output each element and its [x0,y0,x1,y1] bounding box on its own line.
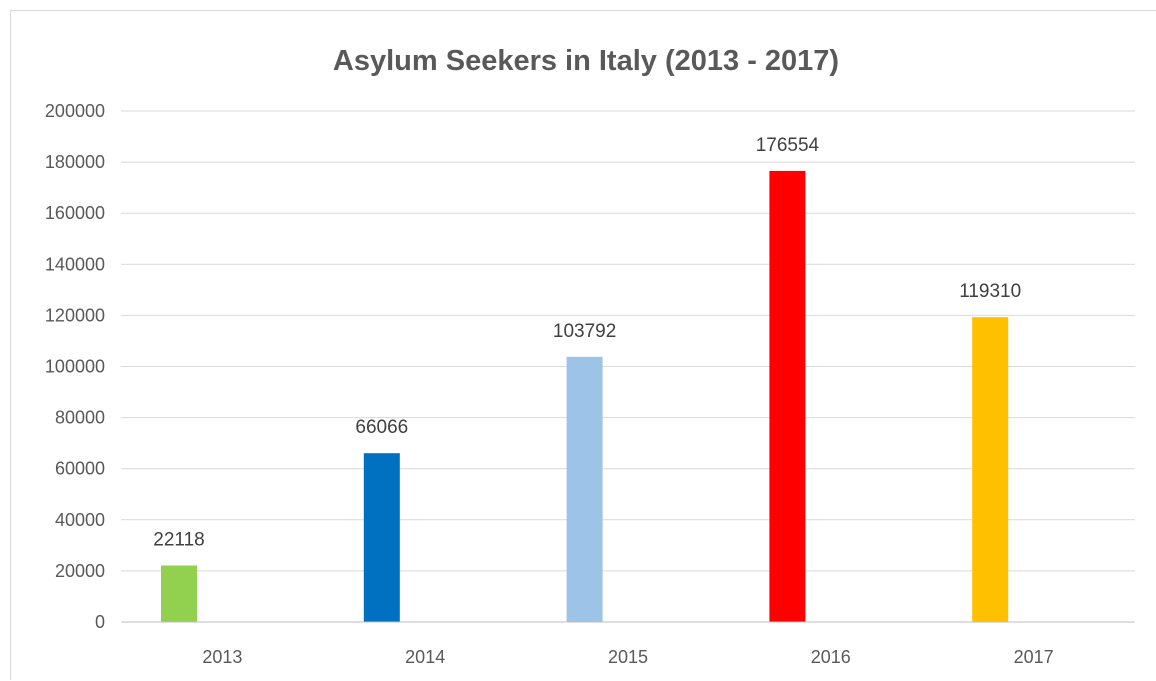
y-tick-label: 80000 [55,408,105,428]
chart-frame: Asylum Seekers in Italy (2013 - 2017) 0 2… [10,10,1156,680]
x-tick-label-2017: 2017 [1014,647,1054,667]
bar-2017 [972,317,1009,622]
bar-2016 [769,170,806,622]
x-tick-label-2015: 2015 [608,647,648,667]
y-tick-label: 100000 [45,357,105,377]
data-label-2013: 22118 [153,529,204,550]
bar-2013 [161,565,197,622]
x-tick-label-2016: 2016 [811,647,851,667]
data-labels: 22118 66066 103792 176554 119310 [153,135,1021,551]
x-tick-label-2013: 2013 [202,647,242,667]
x-tick-label-2014: 2014 [405,647,445,667]
y-tick-label: 200000 [45,101,105,121]
y-tick-label: 140000 [45,254,105,274]
y-tick-label: 160000 [45,203,105,223]
x-axis-tick-labels: 2013 2014 2015 2016 2017 [202,647,1053,667]
y-tick-label: 20000 [55,561,105,581]
y-tick-label: 180000 [45,152,105,172]
bar-chart: Asylum Seekers in Italy (2013 - 2017) 0 2… [45,45,1135,667]
chart-title: Asylum Seekers in Italy (2013 - 2017) [333,45,839,77]
y-axis-tick-labels: 0 20000 40000 60000 80000 100000 120000 140000 1… [45,101,105,632]
gridlines [121,110,1135,572]
data-label-2015: 103792 [553,321,616,342]
y-tick-label: 0 [95,612,105,632]
y-tick-label: 60000 [55,459,105,479]
bar-2014 [363,453,400,622]
bars [161,170,1009,622]
data-label-2016: 176554 [756,135,820,156]
bar-2015 [566,356,603,622]
data-label-2014: 66066 [355,417,408,438]
y-tick-label: 40000 [55,510,105,530]
data-label-2017: 119310 [959,281,1021,302]
y-tick-label: 120000 [45,305,105,325]
